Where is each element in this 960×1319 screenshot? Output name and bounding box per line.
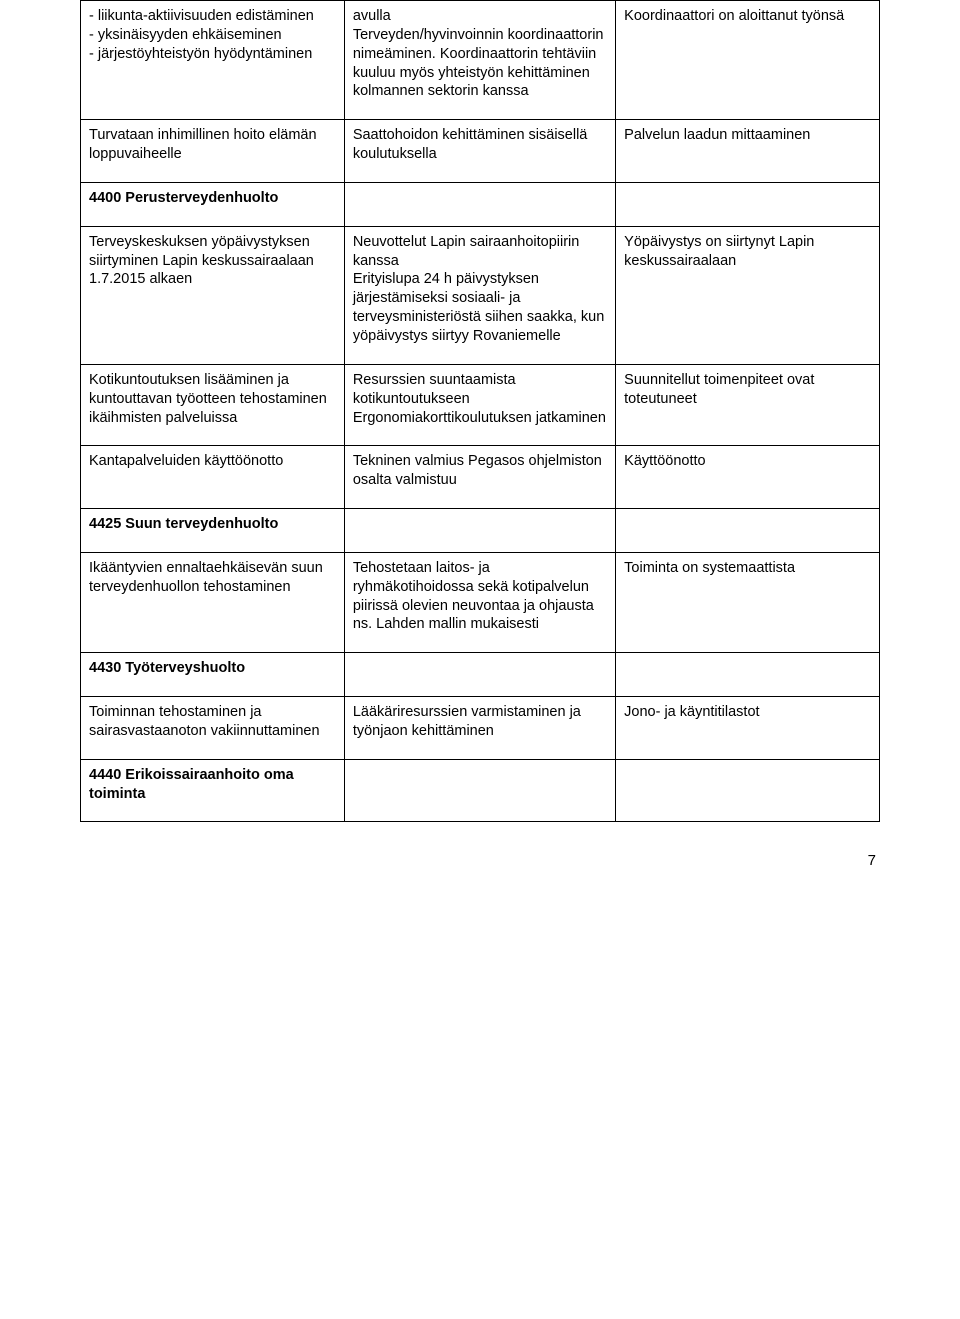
cell [344,759,615,822]
cell: Toiminta on systemaattista [616,552,880,652]
cell [344,509,615,553]
table-row: Ikääntyvien ennaltaehkäisevän suun terve… [81,552,880,652]
cell-heading: 4425 Suun terveydenhuolto [81,509,345,553]
table-row-heading: 4400 Perusterveydenhuolto [81,182,880,226]
cell: Terveyskeskuksen yöpäivystyksensiirtymin… [81,226,345,364]
cell [616,759,880,822]
cell: Saattohoidon kehittäminen sisäisellä kou… [344,120,615,183]
cell: Yöpäivystys on siirtynyt Lapin keskussai… [616,226,880,364]
document-page: - liikunta-aktiivisuuden edistäminen- yk… [0,0,960,1319]
cell: - liikunta-aktiivisuuden edistäminen- yk… [81,1,345,120]
cell-heading: 4440 Erikoissairaanhoito oma toiminta [81,759,345,822]
cell: Suunnitellut toimenpiteet ovat toteutune… [616,364,880,446]
table-row: Kotikuntoutuksen lisääminen ja kuntoutta… [81,364,880,446]
cell: Käyttöönotto [616,446,880,509]
table-row: Kantapalveluiden käyttöönotto Tekninen v… [81,446,880,509]
cell: Neuvottelut Lapin sairaanhoitopiirinkans… [344,226,615,364]
cell [616,182,880,226]
cell-heading: 4400 Perusterveydenhuolto [81,182,345,226]
cell: Turvataan inhimillinen hoito elämänloppu… [81,120,345,183]
cell: Kantapalveluiden käyttöönotto [81,446,345,509]
page-number: 7 [80,822,880,869]
cell: Ikääntyvien ennaltaehkäisevän suun terve… [81,552,345,652]
cell: Lääkäriresurssien varmistaminen ja työnj… [344,697,615,760]
table-row-heading: 4430 Työterveyshuolto [81,653,880,697]
table-row-heading: 4425 Suun terveydenhuolto [81,509,880,553]
cell: Palvelun laadun mittaaminen [616,120,880,183]
cell [344,182,615,226]
table-row-heading: 4440 Erikoissairaanhoito oma toiminta [81,759,880,822]
cell: Resurssien suuntaamista kotikuntoutuksee… [344,364,615,446]
table-row: Toiminnan tehostaminen ja sairasvastaano… [81,697,880,760]
cell [344,653,615,697]
main-table: - liikunta-aktiivisuuden edistäminen- yk… [80,0,880,822]
cell: Tehostetaan laitos- ja ryhmäkotihoidossa… [344,552,615,652]
table-row: Turvataan inhimillinen hoito elämänloppu… [81,120,880,183]
table-row: Terveyskeskuksen yöpäivystyksensiirtymin… [81,226,880,364]
cell: Tekninen valmius Pegasos ohjelmiston osa… [344,446,615,509]
cell: Jono- ja käyntitilastot [616,697,880,760]
cell: Koordinaattori on aloittanut työnsä [616,1,880,120]
cell: avullaTerveyden/hyvinvoinnin koordinaatt… [344,1,615,120]
cell [616,653,880,697]
cell-heading: 4430 Työterveyshuolto [81,653,345,697]
cell: Kotikuntoutuksen lisääminen ja kuntoutta… [81,364,345,446]
cell [616,509,880,553]
cell: Toiminnan tehostaminen ja sairasvastaano… [81,697,345,760]
table-row: - liikunta-aktiivisuuden edistäminen- yk… [81,1,880,120]
